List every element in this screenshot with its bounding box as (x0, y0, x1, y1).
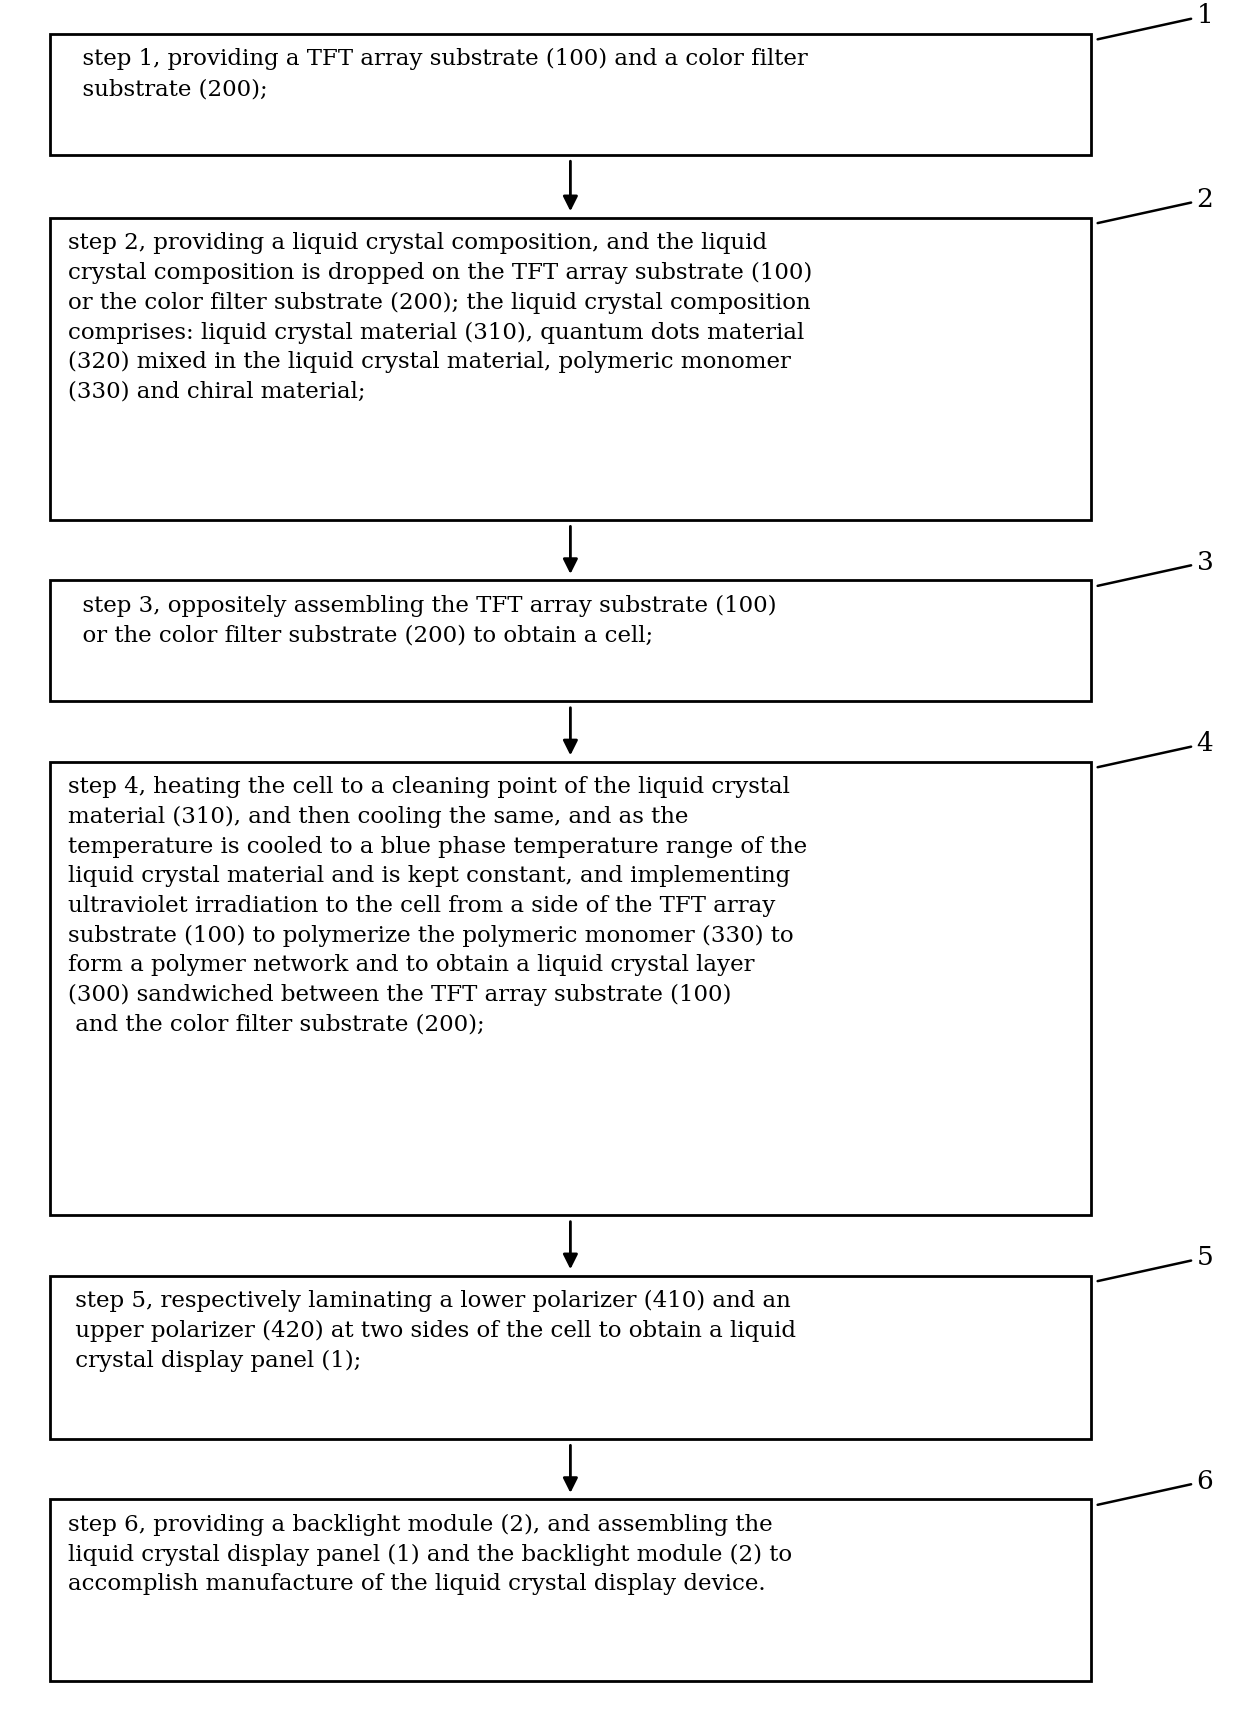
Text: step 2, providing a liquid crystal composition, and the liquid
crystal compositi: step 2, providing a liquid crystal compo… (68, 232, 812, 403)
Text: 3: 3 (1097, 549, 1214, 585)
Bar (50, 762, 1091, 1216)
Text: 1: 1 (1097, 3, 1214, 39)
Text: 2: 2 (1097, 187, 1214, 223)
Text: step 4, heating the cell to a cleaning point of the liquid crystal
material (310: step 4, heating the cell to a cleaning p… (68, 776, 807, 1035)
Bar (50, 218, 1091, 520)
Bar (50, 580, 1091, 701)
Bar (50, 1499, 1091, 1681)
Text: step 3, oppositely assembling the TFT array substrate (100)
  or the color filte: step 3, oppositely assembling the TFT ar… (68, 594, 776, 647)
Text: 4: 4 (1097, 731, 1214, 767)
Text: step 6, providing a backlight module (2), and assembling the
liquid crystal disp: step 6, providing a backlight module (2)… (68, 1514, 792, 1595)
Bar (50, 1276, 1091, 1439)
Bar (50, 34, 1091, 155)
Text: 5: 5 (1097, 1245, 1214, 1281)
Text: step 1, providing a TFT array substrate (100) and a color filter
  substrate (20: step 1, providing a TFT array substrate … (68, 48, 808, 100)
Text: 6: 6 (1097, 1468, 1214, 1504)
Text: step 5, respectively laminating a lower polarizer (410) and an
 upper polarizer : step 5, respectively laminating a lower … (68, 1289, 796, 1372)
